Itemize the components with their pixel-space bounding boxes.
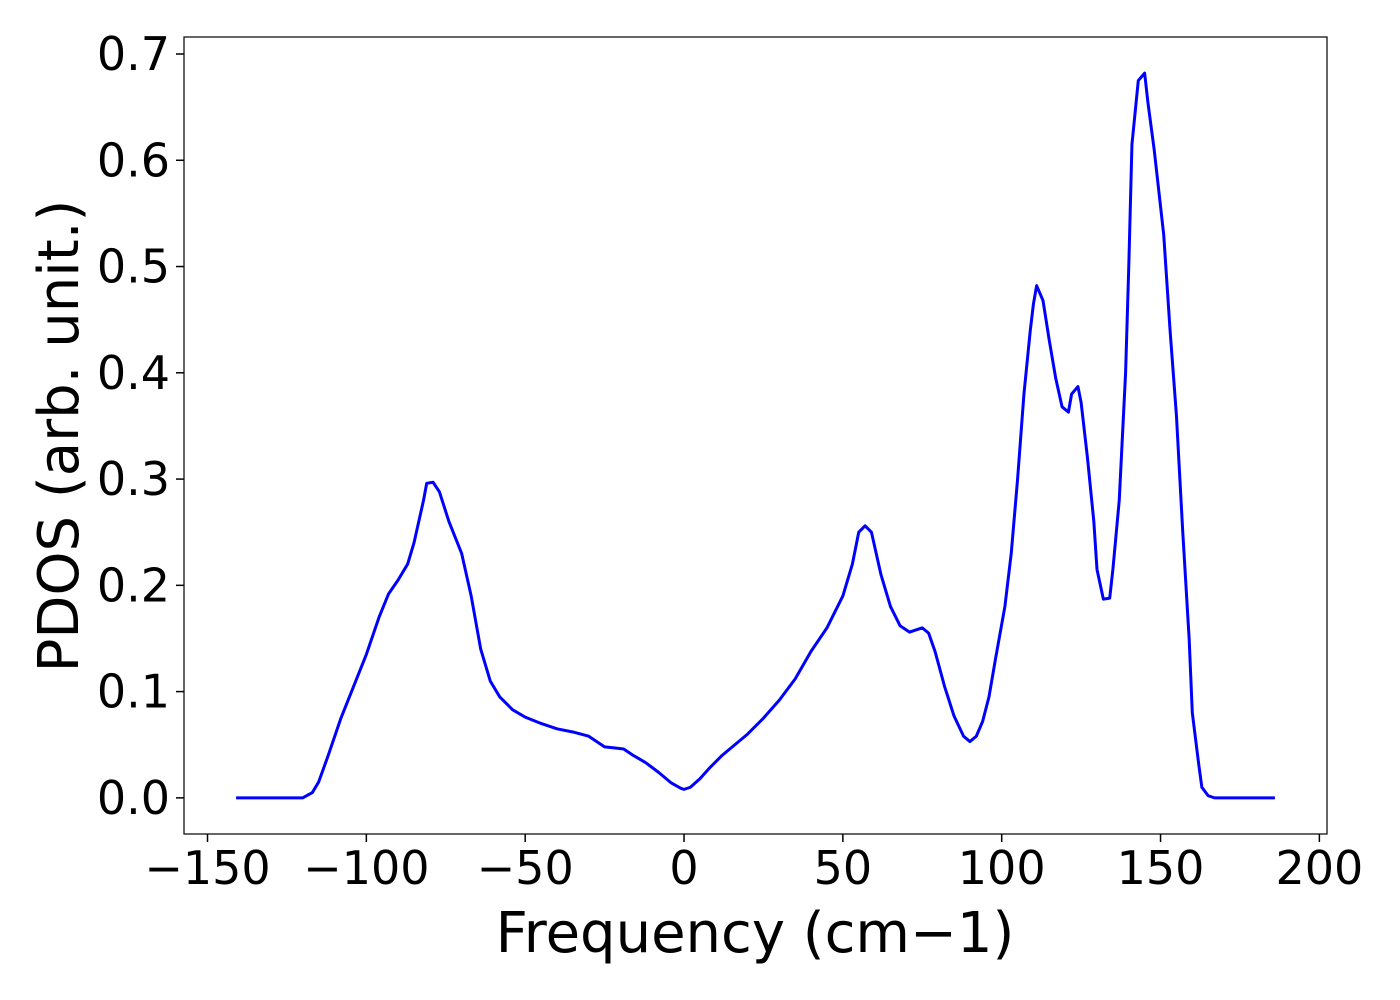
x-tick-label: −100 <box>303 841 429 895</box>
x-tick-label: −50 <box>477 841 574 895</box>
y-tick-label: 0.1 <box>97 665 170 719</box>
y-axis-label: PDOS (arb. unit.) <box>27 200 92 673</box>
data-line <box>236 71 1275 800</box>
y-tick-label: 0.6 <box>97 133 170 187</box>
x-tick-label: 100 <box>958 841 1046 895</box>
plot-frame <box>183 36 1328 835</box>
y-tick-label: 0.4 <box>97 346 170 400</box>
y-tick-label: 0.5 <box>97 240 170 294</box>
y-tick-label: 0.3 <box>97 452 170 506</box>
x-axis-label: Frequency (cm−1) <box>496 901 1015 966</box>
x-tick-label: 50 <box>814 841 873 895</box>
x-tick-label: 150 <box>1117 841 1205 895</box>
y-tick-label: 0.2 <box>97 558 170 612</box>
x-tick-label: 200 <box>1275 841 1363 895</box>
x-tick-label: 0 <box>669 841 698 895</box>
y-tick-label: 0.7 <box>97 27 170 81</box>
y-tick-label: 0.0 <box>97 771 170 825</box>
x-tick-label: −150 <box>144 841 270 895</box>
